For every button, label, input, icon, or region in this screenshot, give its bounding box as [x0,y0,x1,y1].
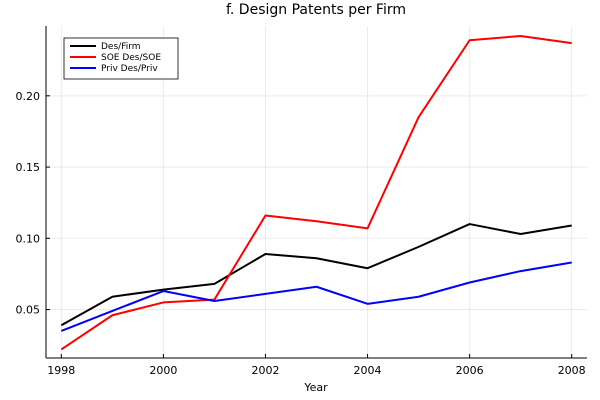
ticks: 1998 2000 2002 2004 2006 2008 0.05 0.10 0.15 0.20 [16,90,586,377]
legend-label: Priv Des/Priv [101,64,158,74]
x-tick-label: 2000 [149,364,177,377]
x-tick-label: 2006 [456,364,484,377]
axes [45,26,587,359]
x-tick-label: 2004 [354,364,382,377]
x-tick-label: 2008 [558,364,586,377]
x-axis-label: Year [303,381,328,394]
series-line-priv-des-priv [60,261,572,332]
chart-title: f. Design Patents per Firm [226,2,406,18]
legend-label: Des/Firm [101,42,141,52]
series-line-soe-des-soe [60,34,572,351]
y-tick-label: 0.15 [16,161,41,174]
y-tick-label: 0.20 [16,90,41,103]
legend-box [63,37,179,80]
series-lines [60,34,572,351]
y-tick-label: 0.10 [16,232,41,245]
x-tick-label: 1998 [47,364,75,377]
series-line-des-firm [60,223,572,327]
y-tick-label: 0.05 [16,304,41,317]
legend-label: SOE Des/SOE [101,53,161,63]
x-tick-label: 2002 [251,364,279,377]
